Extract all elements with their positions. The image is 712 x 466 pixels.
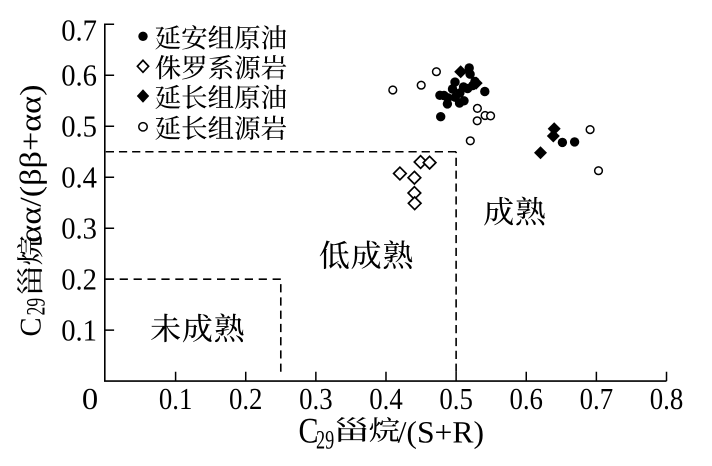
svg-text:C: C [299,411,319,451]
svg-text:0.4: 0.4 [61,161,97,195]
svg-text:0.5: 0.5 [61,110,97,144]
svg-text:0.3: 0.3 [299,382,333,416]
svg-text:0.7: 0.7 [61,13,97,47]
svg-text:29: 29 [316,425,334,455]
svg-text:0.6: 0.6 [509,382,543,416]
svg-text:0.6: 0.6 [61,59,97,93]
svg-text:0.3: 0.3 [61,212,97,246]
svg-text:0.2: 0.2 [61,263,97,297]
svg-text:0.5: 0.5 [439,382,473,416]
svg-text:0.8: 0.8 [650,382,684,416]
svg-text:0.2: 0.2 [229,382,263,416]
svg-text:29: 29 [20,298,50,316]
svg-text:0.1: 0.1 [61,313,97,347]
svg-text:αα/(ββ+αα): αα/(ββ+αα) [15,85,48,243]
svg-text:0: 0 [82,382,98,416]
svg-text:0.1: 0.1 [159,382,193,416]
svg-text:C: C [15,318,48,337]
svg-text:0.4: 0.4 [369,382,403,416]
svg-text:0.7: 0.7 [580,382,614,416]
svg-text:/(S+R): /(S+R) [398,414,485,449]
